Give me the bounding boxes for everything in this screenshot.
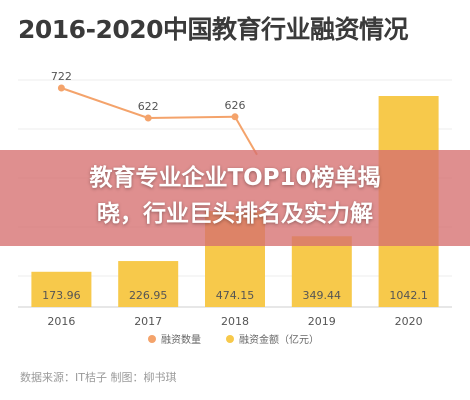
line-point-2018 — [231, 113, 239, 121]
line-label-2017: 622 — [138, 100, 159, 113]
chart-title: 2016-2020中国教育行业融资情况 — [18, 15, 409, 44]
overlay-line-2: 晓，行业巨头排名及实力解 — [97, 201, 373, 227]
overlay-headline: 教育专业企业TOP10榜单揭 晓，行业巨头排名及实力解 — [0, 160, 470, 232]
line-point-2016 — [57, 84, 65, 92]
bar-2019 — [291, 236, 352, 307]
line-label-2016: 722 — [51, 70, 72, 83]
overlay-line-1: 教育专业企业TOP10榜单揭 — [89, 165, 381, 191]
line-segment-0 — [61, 87, 149, 119]
x-tick-2016: 2016 — [47, 315, 75, 328]
bar-label-2019: 349.44 — [303, 289, 342, 302]
x-tick-2017: 2017 — [134, 315, 162, 328]
x-tick-2019: 2019 — [308, 315, 336, 328]
legend-label-amount: 融资金额（亿元） — [239, 333, 319, 346]
x-tick-2020: 2020 — [395, 315, 423, 328]
legend-label-count: 融资数量 — [161, 333, 201, 346]
bar-label-2020: 1042.1 — [389, 289, 428, 302]
line-point-2017 — [144, 114, 152, 122]
bar-label-2016: 173.96 — [42, 289, 81, 302]
source-note: 数据来源：IT桔子 制图：柳书琪 — [20, 371, 177, 384]
bar-label-2017: 226.95 — [129, 289, 168, 302]
bar-2017 — [118, 261, 179, 307]
bar-label-2018: 474.15 — [216, 289, 255, 302]
x-tick-2018: 2018 — [221, 315, 249, 328]
line-segment-tail — [234, 116, 258, 156]
legend-marker-amount — [226, 335, 234, 343]
line-label-2018: 626 — [225, 99, 246, 112]
overlay-banner — [0, 150, 470, 246]
bar-2016 — [31, 271, 92, 307]
legend-marker-count — [148, 335, 156, 343]
line-segment-1 — [148, 115, 236, 119]
